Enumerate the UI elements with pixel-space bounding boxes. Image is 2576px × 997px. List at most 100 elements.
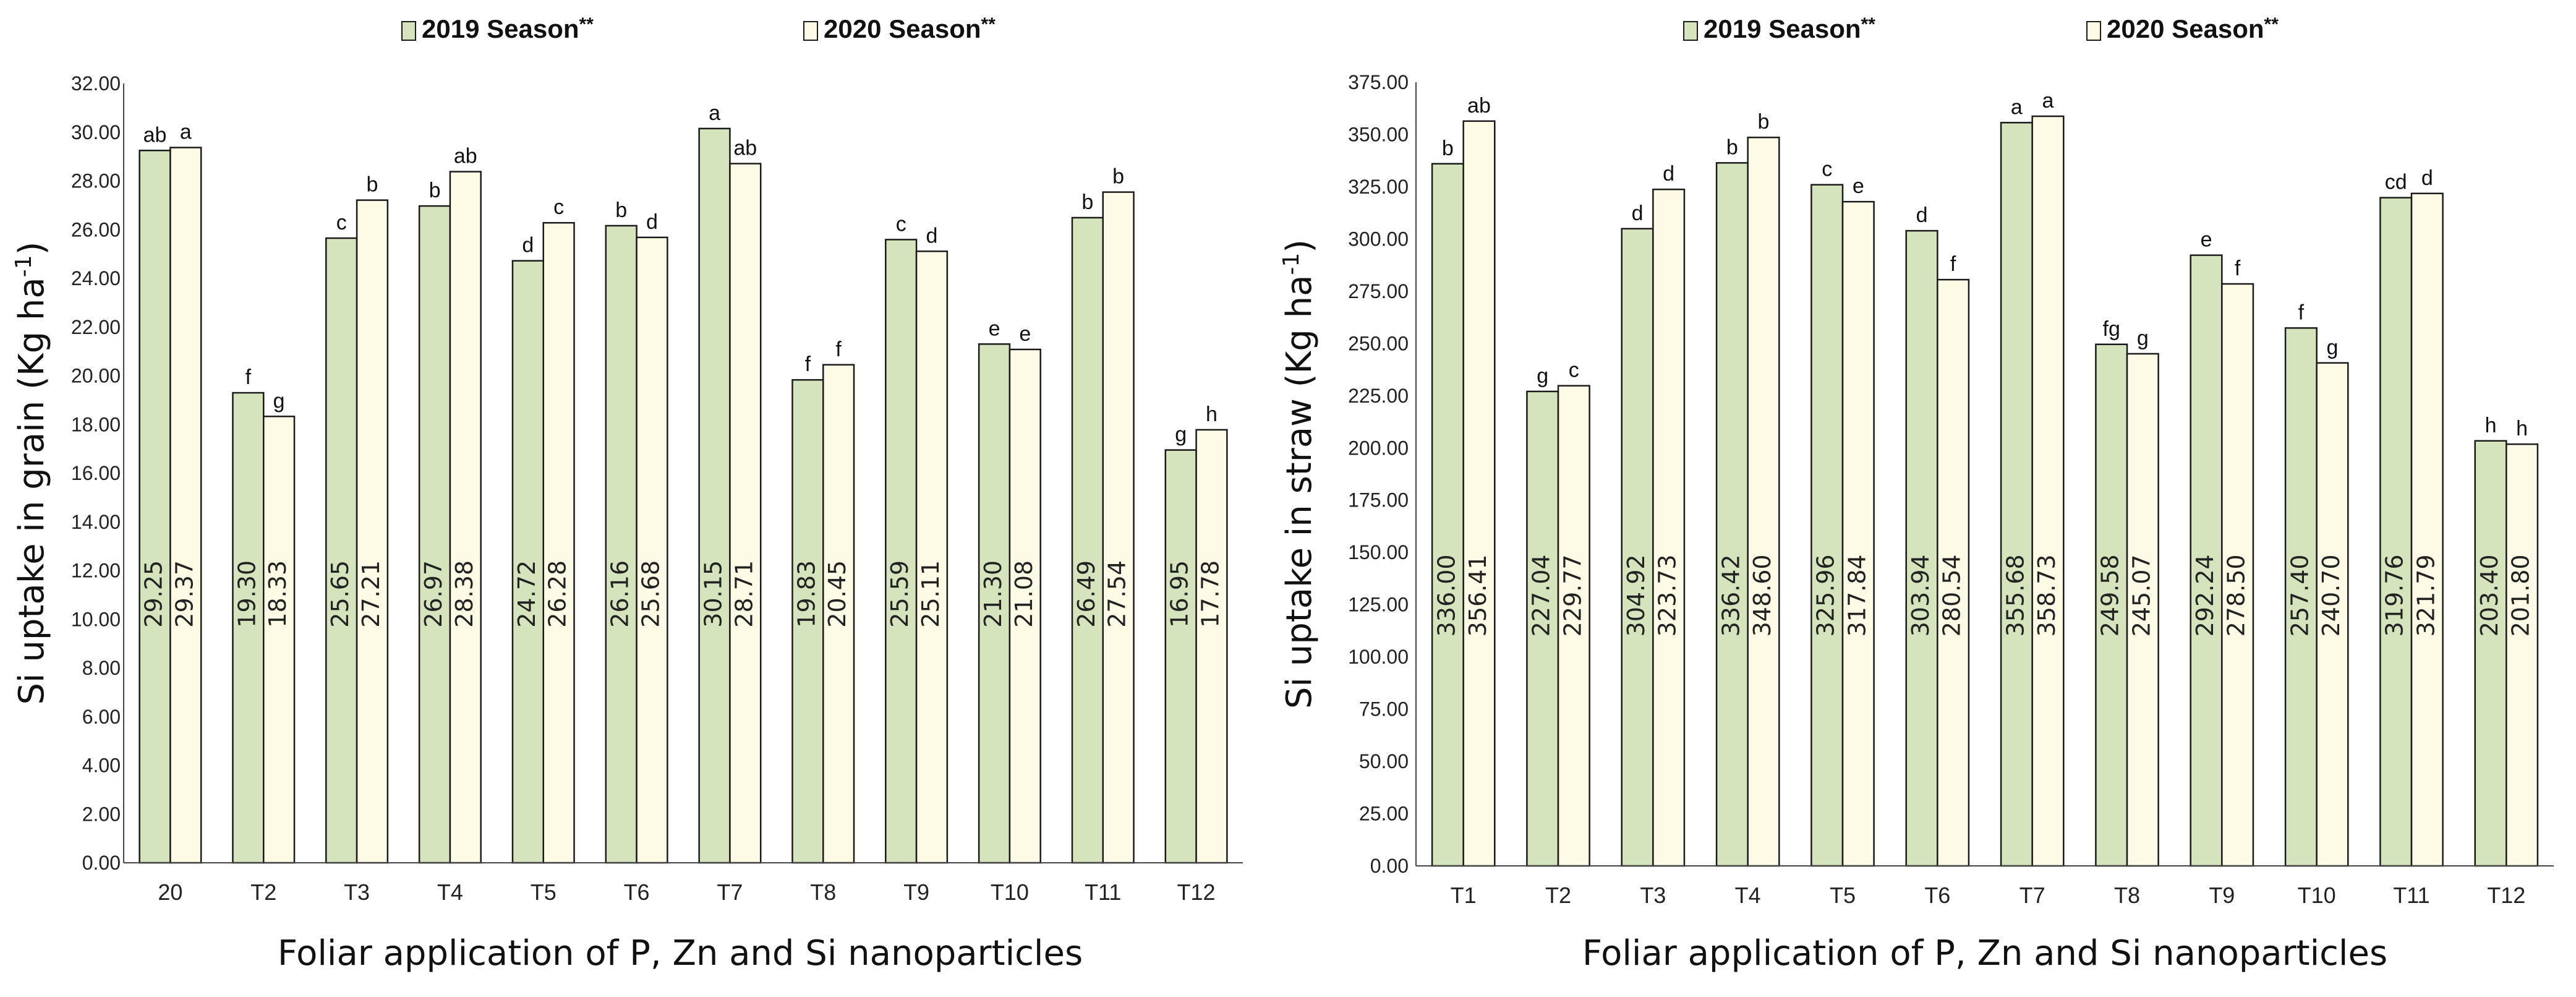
significance-letter: a xyxy=(2011,95,2023,119)
bar-value-label: 28.71 xyxy=(730,560,757,628)
y-tick-label: 200.00 xyxy=(1348,437,1409,459)
bar-2019 xyxy=(511,260,544,864)
significance-letter: c xyxy=(336,211,347,234)
bar-2019 xyxy=(698,127,731,864)
bar-2019 xyxy=(1526,390,1559,867)
legend-label-2: 2020 Season** xyxy=(2107,14,2279,43)
significance-letter: b xyxy=(615,199,627,222)
bar-2020 xyxy=(542,221,575,864)
significance-letter: g xyxy=(2137,327,2149,350)
significance-letter: g xyxy=(273,389,285,413)
y-tick-label: 6.00 xyxy=(82,706,121,728)
legend-swatch-1 xyxy=(1683,21,1698,41)
bar-value-label: 257.40 xyxy=(2286,554,2313,636)
y-tick-label: 150.00 xyxy=(1348,541,1409,563)
bar-2020 xyxy=(263,416,296,864)
bar-2020 xyxy=(1841,200,1875,867)
y-tick-label: 125.00 xyxy=(1348,594,1409,616)
x-tick-label: T11 xyxy=(1085,879,1121,905)
bar-value-label: 29.37 xyxy=(171,560,198,628)
significance-letter: b xyxy=(1442,137,1454,160)
bar-2020 xyxy=(1195,429,1228,864)
bar-value-label: 27.54 xyxy=(1104,560,1131,628)
y-axis-title-main: Si uptake in grain (Kg ha xyxy=(12,277,52,704)
y-tick-label: 350.00 xyxy=(1348,123,1409,145)
x-tick-label: T12 xyxy=(2487,883,2525,908)
x-tick-label: T11 xyxy=(2393,883,2429,908)
bar-value-label: 280.54 xyxy=(1938,554,1966,636)
significance-letter: e xyxy=(1019,322,1031,346)
y-axis-title: Si uptake in straw (Kg ha-1) xyxy=(1279,239,1320,709)
legend-series-name: 2020 Season xyxy=(824,14,981,43)
bar-value-label: 203.40 xyxy=(2476,554,2503,636)
bar-2019 xyxy=(325,237,358,864)
x-tick-label: T7 xyxy=(2019,883,2045,908)
significance-letter: b xyxy=(367,173,378,197)
bar-value-label: 358.73 xyxy=(2033,554,2060,636)
y-tick-label: 0.00 xyxy=(1370,855,1409,877)
bar-value-label: 336.00 xyxy=(1433,554,1460,636)
bar-2020 xyxy=(2031,115,2065,867)
x-tick-label: T3 xyxy=(1640,883,1666,908)
bar-2020 xyxy=(1462,120,1496,867)
bar-value-label: 25.59 xyxy=(886,560,913,628)
bar-2019 xyxy=(2284,327,2318,867)
bar-2019 xyxy=(1071,216,1104,864)
bar-2019 xyxy=(1431,163,1464,867)
significance-letter: c xyxy=(1569,359,1579,382)
bar-value-label: 25.65 xyxy=(326,560,354,628)
bar-value-label: 201.80 xyxy=(2507,554,2535,636)
significance-letter: g xyxy=(1175,423,1187,447)
y-tick-label: 300.00 xyxy=(1348,228,1409,250)
x-axis-title: Foliar application of P, Zn and Si nanop… xyxy=(1582,933,2387,973)
significance-letter: fg xyxy=(2103,317,2120,341)
legend-series-name: 2019 Season xyxy=(1704,14,1861,43)
y-axis-title-end: ) xyxy=(12,242,52,255)
bar-2020 xyxy=(636,236,668,864)
significance-letter: a xyxy=(709,101,720,125)
bar-2020 xyxy=(1009,348,1041,864)
bar-value-label: 292.24 xyxy=(2191,554,2219,636)
legend-series-name: 2020 Season xyxy=(2107,14,2264,43)
y-tick-label: 30.00 xyxy=(71,121,121,143)
bar-value-label: 249.58 xyxy=(2097,554,2124,636)
legend-series-suffix: ** xyxy=(579,14,594,35)
bar-value-label: 27.21 xyxy=(357,560,385,628)
x-tick-label: T5 xyxy=(531,879,557,905)
legend-series-name: 2019 Season xyxy=(422,14,579,43)
significance-letter: c xyxy=(1822,158,1832,181)
bar-value-label: 355.68 xyxy=(2002,554,2029,636)
bar-value-label: 278.50 xyxy=(2223,554,2250,636)
x-tick-label: T4 xyxy=(1735,883,1761,908)
y-tick-label: 2.00 xyxy=(82,803,121,825)
bar-2020 xyxy=(2221,283,2254,867)
significance-letter: cd xyxy=(2385,171,2407,194)
bar-2019 xyxy=(1810,184,1844,867)
bar-value-label: 17.78 xyxy=(1196,560,1224,628)
y-tick-label: 22.00 xyxy=(71,316,121,338)
x-axis-title: Foliar application of P, Zn and Si nanop… xyxy=(278,933,1083,973)
bar-2020 xyxy=(356,199,389,864)
y-tick-label: 225.00 xyxy=(1348,385,1409,407)
significance-letter: e xyxy=(2201,228,2212,252)
significance-letter: b xyxy=(1726,135,1738,159)
x-tick-label: T9 xyxy=(2209,883,2235,908)
y-tick-label: 14.00 xyxy=(71,511,121,533)
bar-value-label: 348.60 xyxy=(1749,554,1776,636)
y-axis-title: Si uptake in grain (Kg ha-1) xyxy=(11,242,52,705)
bar-value-label: 240.70 xyxy=(2318,554,2345,636)
bar-2019 xyxy=(418,205,451,864)
significance-letter: b xyxy=(1758,110,1770,134)
bar-value-label: 21.30 xyxy=(979,560,1007,628)
significance-letter: f xyxy=(805,353,811,376)
x-tick-label: T1 xyxy=(1451,883,1477,908)
y-tick-label: 18.00 xyxy=(71,413,121,435)
y-tick-label: 0.00 xyxy=(82,852,121,874)
legend-label-1: 2019 Season** xyxy=(422,14,594,43)
significance-letter: c xyxy=(896,212,906,236)
y-tick-label: 100.00 xyxy=(1348,646,1409,668)
bar-2020 xyxy=(729,163,762,864)
significance-letter: f xyxy=(2235,257,2241,280)
x-tick-label: T6 xyxy=(624,879,650,905)
x-tick-label: T2 xyxy=(1545,883,1571,908)
